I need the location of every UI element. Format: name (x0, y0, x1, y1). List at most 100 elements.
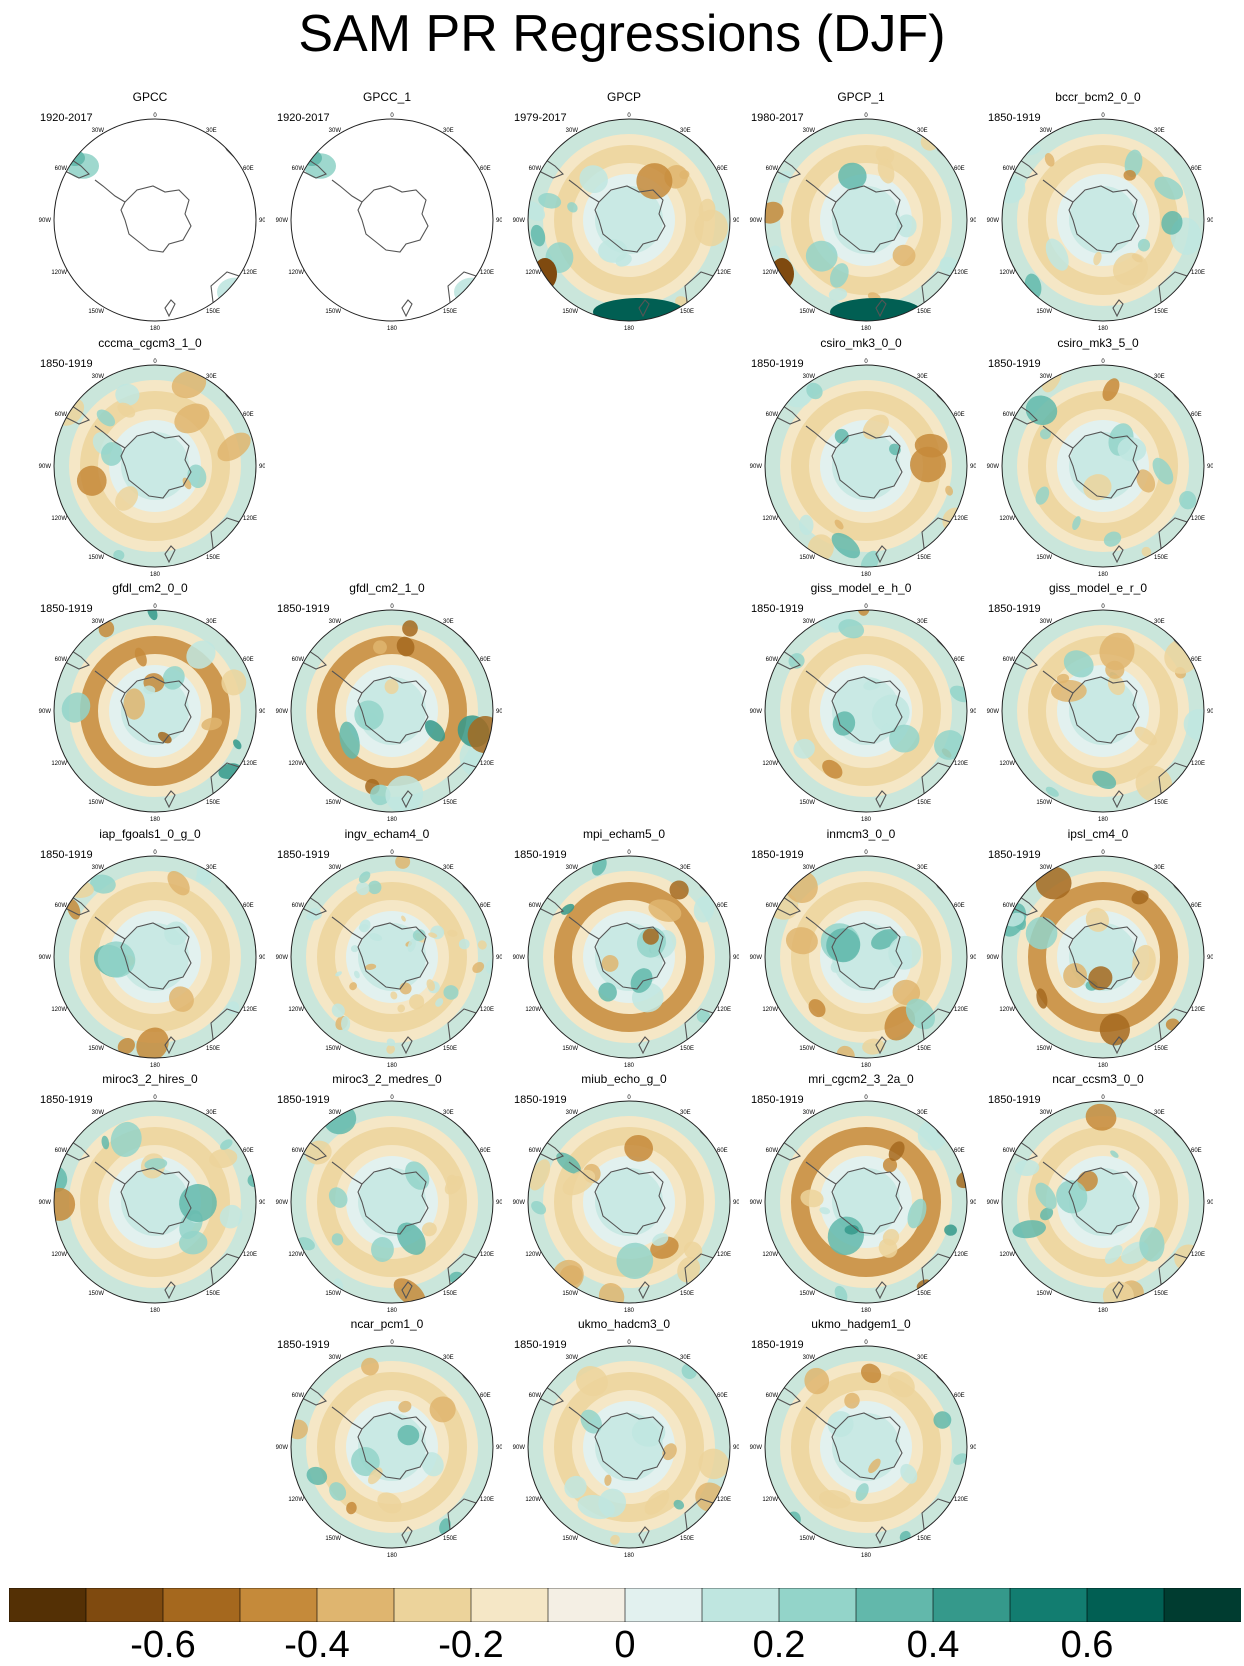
lon-label: 120E (954, 1497, 968, 1503)
lon-label: 180 (624, 1553, 635, 1557)
polar-map: 0 30E 60E 90E 120E 150E 180 150W 120W 90W 60W 30W (750, 1340, 976, 1557)
lon-label: 150E (1154, 309, 1168, 315)
lon-label: 0 (627, 1095, 631, 1101)
map-panel-bccr_bcm2_0_0: bccr_bcm2_0_0 1850-1919 0 30E 60E 90E 120E 150E… (983, 90, 1213, 330)
lon-label: 0 (390, 604, 394, 610)
lon-label: 180 (861, 572, 872, 576)
precip-field (54, 119, 256, 321)
lon-label: 150W (1036, 309, 1052, 315)
panel-period: 1850-1919 (988, 603, 1041, 615)
lon-label: 60W (766, 657, 779, 663)
polar-map: 0 30E 60E 90E 120E 150E 180 150W 120W 90W 60W 30W (39, 1095, 265, 1312)
lon-label: 120W (51, 761, 67, 767)
lon-label: 150E (917, 1536, 931, 1542)
lon-label: 90E (496, 1445, 502, 1451)
polar-map: 0 30E 60E 90E 120E 150E 180 150W 120W 90W 60W 30W (987, 850, 1213, 1067)
lon-label: 90W (276, 1200, 289, 1206)
panel-title: GPCP (606, 90, 641, 104)
lon-label: 30E (1154, 865, 1165, 871)
lon-label: 150E (680, 1046, 694, 1052)
polar-map: 0 30E 60E 90E 120E 150E 180 150W 120W 90W 60W 30W (750, 604, 976, 821)
lon-label: 180 (861, 1063, 872, 1067)
lon-label: 120W (525, 270, 541, 276)
lon-label: 180 (861, 817, 872, 821)
lon-label: 30W (1040, 619, 1053, 625)
map-panel-miroc3_2_hires_0: miroc3_2_hires_0 1850-1919 0 30E 60E 90E 120E 1… (35, 1072, 265, 1312)
lon-label: 30W (803, 865, 816, 871)
precip-field (765, 1346, 967, 1548)
colorbar-tick-label: 0.4 (906, 1624, 960, 1666)
lon-label: 120E (480, 1252, 494, 1258)
lon-label: 30E (917, 374, 928, 380)
lon-label: 30W (803, 128, 816, 134)
precip-field (291, 119, 493, 321)
lon-label: 60W (529, 1148, 542, 1154)
panel-title: csiro_mk3_0_0 (820, 336, 902, 350)
lon-label: 60E (717, 903, 728, 909)
panel-period: 1850-1919 (277, 603, 330, 615)
colorbar-bin (1163, 1588, 1241, 1622)
lon-label: 30W (1040, 374, 1053, 380)
lon-label: 120W (51, 516, 67, 522)
lon-label: 30W (329, 865, 342, 871)
panel-period: 1850-1919 (40, 1094, 93, 1106)
lon-label: 150W (562, 1291, 578, 1297)
lon-label: 150E (206, 1291, 220, 1297)
lon-label: 150E (680, 1536, 694, 1542)
lon-label: 150W (799, 1291, 815, 1297)
lon-label: 180 (1098, 1308, 1109, 1312)
lon-label: 60W (766, 1393, 779, 1399)
colorbar-bin (701, 1588, 780, 1622)
panel-period: 1850-1919 (988, 358, 1041, 370)
lon-label: 0 (153, 359, 157, 365)
lon-label: 90W (513, 1200, 526, 1206)
panel-title: GPCC (132, 90, 168, 104)
map-border (764, 364, 968, 568)
lon-label: 90E (733, 955, 739, 961)
precip-field (291, 610, 493, 812)
lon-label: 150W (799, 555, 815, 561)
lon-label: 90E (259, 955, 265, 961)
lon-label: 180 (1098, 326, 1109, 330)
panel-title: ipsl_cm4_0 (1067, 827, 1129, 841)
panel-title: ncar_pcm1_0 (350, 1317, 424, 1331)
lon-label: 90E (733, 1445, 739, 1451)
lon-label: 150E (917, 555, 931, 561)
panel-title: GPCC_1 (362, 90, 412, 104)
lon-label: 60W (292, 657, 305, 663)
lon-label: 0 (864, 359, 868, 365)
panel-period: 1850-1919 (751, 1339, 804, 1351)
lon-label: 120E (1191, 761, 1205, 767)
precip-field (528, 1101, 730, 1303)
lon-label: 120E (954, 761, 968, 767)
lon-label: 60E (717, 1148, 728, 1154)
polar-map: 0 30E 60E 90E 120E 150E 180 150W 120W 90W 60W 30W (513, 113, 739, 330)
panel-period: 1920-2017 (40, 112, 93, 124)
map-panel-ncar_pcm1_0: ncar_pcm1_0 1850-1919 0 30E 60E 90E 120E 150E 18… (272, 1317, 502, 1557)
lon-label: 60W (1003, 657, 1016, 663)
map-panel-cccma_cgcm3_1_0: cccma_cgcm3_1_0 1850-1919 0 30E 60E 90E 120E 15… (35, 336, 265, 576)
lon-label: 30E (917, 619, 928, 625)
lon-label: 60E (480, 903, 491, 909)
polar-map: 0 30E 60E 90E 120E 150E 180 150W 120W 90W 60W 30W (513, 850, 739, 1067)
lon-label: 0 (390, 113, 394, 119)
precip-field (765, 365, 967, 567)
colorbar-bin (778, 1588, 857, 1622)
panel-period: 1850-1919 (40, 603, 93, 615)
lon-label: 30W (1040, 1110, 1053, 1116)
lon-label: 150W (562, 1046, 578, 1052)
lon-label: 30W (92, 128, 105, 134)
colorbar-tick-label: 0.2 (752, 1624, 806, 1666)
lon-label: 60W (766, 166, 779, 172)
precip-field (54, 856, 256, 1058)
lon-label: 90W (39, 464, 52, 470)
lon-label: 0 (864, 850, 868, 856)
colorbar-tick-label: 0 (614, 1624, 636, 1666)
lon-label: 120E (717, 270, 731, 276)
lon-label: 60W (766, 903, 779, 909)
colorbar-bin (316, 1588, 395, 1622)
polar-map: 0 30E 60E 90E 120E 150E 180 150W 120W 90W 60W 30W (276, 1340, 502, 1557)
lon-label: 0 (153, 604, 157, 610)
panel-period: 1850-1919 (277, 1339, 330, 1351)
precip-field (291, 1101, 493, 1303)
